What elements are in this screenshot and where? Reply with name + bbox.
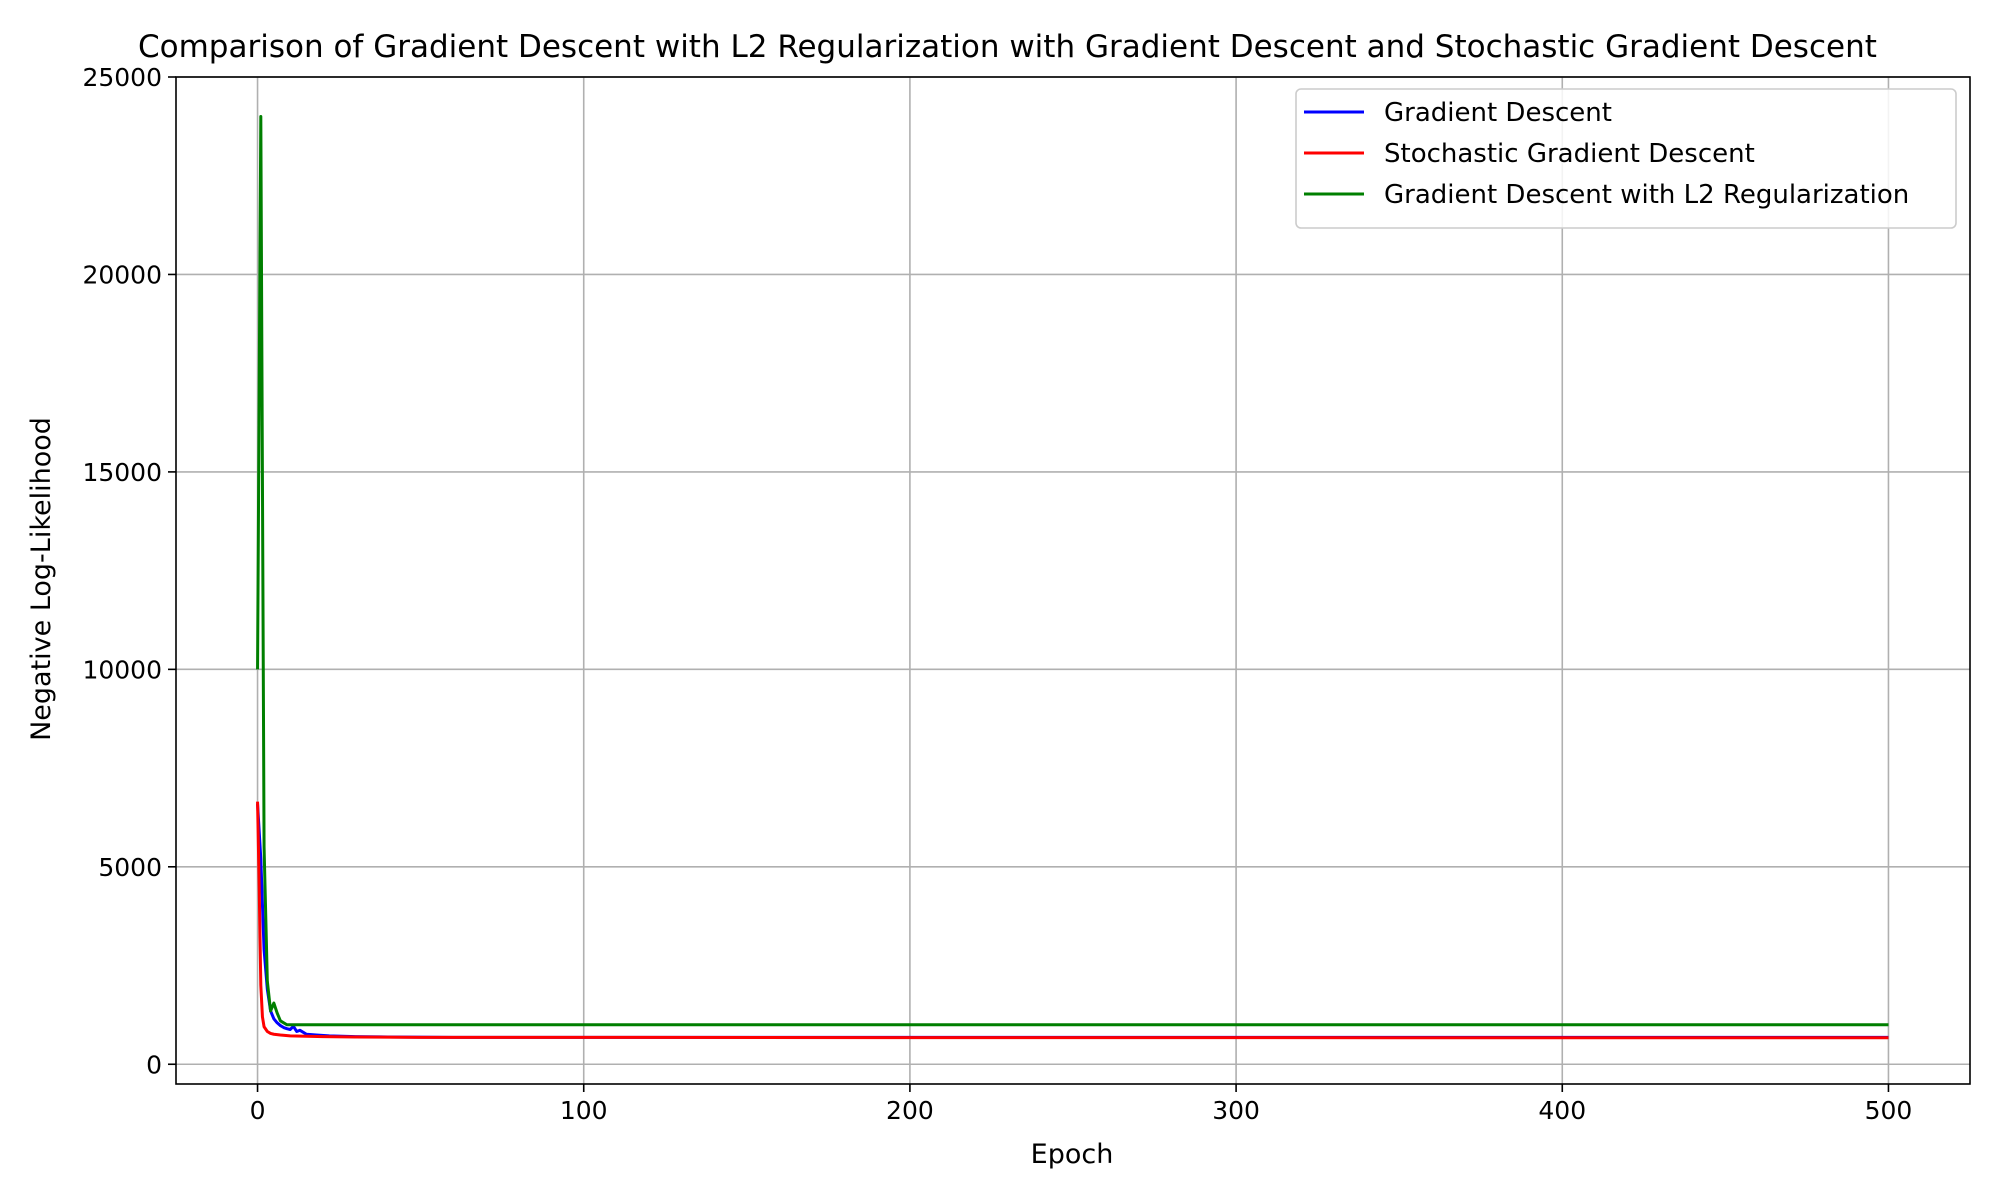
x-tick-label: 100 xyxy=(560,1096,608,1125)
y-tick-label: 20000 xyxy=(82,260,162,289)
legend-label: Stochastic Gradient Descent xyxy=(1384,139,1755,169)
x-tick-label: 200 xyxy=(886,1096,934,1125)
series-lines xyxy=(256,114,1889,1040)
x-tick-label: 0 xyxy=(250,1096,266,1125)
y-tick-label: 5000 xyxy=(98,853,162,882)
chart-title: Comparison of Gradient Descent with L2 R… xyxy=(138,29,1877,65)
plot-frame xyxy=(175,76,1971,1085)
series-line xyxy=(256,801,1889,1040)
series-line xyxy=(256,114,1889,1027)
x-tick-label: 400 xyxy=(1538,1096,1586,1125)
y-axis-label: Negative Log-Likelihood xyxy=(26,417,57,741)
x-tick-label: 300 xyxy=(1212,1096,1260,1125)
x-axis-label: Epoch xyxy=(1031,1139,1114,1170)
y-tick-label: 10000 xyxy=(82,655,162,684)
y-tick-label: 15000 xyxy=(82,458,162,487)
legend-label: Gradient Descent xyxy=(1384,98,1612,128)
y-tick-label: 0 xyxy=(146,1050,162,1079)
legend: Gradient Descent Stochastic Gradient Desc… xyxy=(1295,88,1957,229)
x-tick-label: 500 xyxy=(1865,1096,1913,1125)
legend-box xyxy=(1295,88,1957,229)
grid-lines xyxy=(176,76,1970,1084)
axis-ticks: 0 100 200 300 400 500050001000015000200002500… xyxy=(82,63,1912,1125)
legend-label: Gradient Descent with L2 Regularization xyxy=(1384,180,1909,210)
y-tick-label: 25000 xyxy=(82,63,162,92)
